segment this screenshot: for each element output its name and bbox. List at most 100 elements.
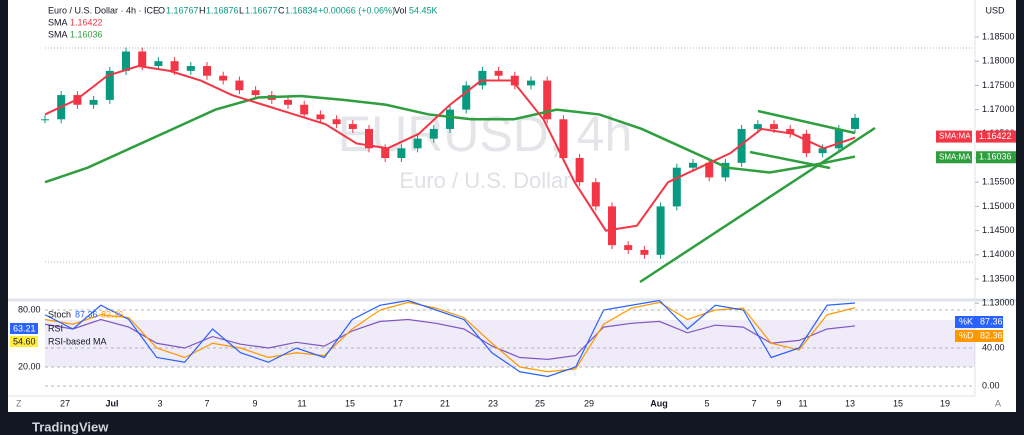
candle — [446, 109, 454, 129]
time-label: 27 — [60, 398, 70, 408]
price-badge-label: 1.16422 — [979, 131, 1012, 141]
candle — [219, 75, 228, 81]
time-label: 23 — [488, 398, 498, 408]
candle — [122, 51, 130, 71]
change: +0.00066 (+0.06%) — [318, 5, 395, 15]
candle — [462, 85, 471, 110]
trendline — [639, 126, 876, 284]
osc-tick-label: 0.00 — [982, 380, 1000, 390]
candle — [186, 66, 195, 71]
ma-value: 54.60 — [13, 336, 36, 346]
a-btn[interactable]: A — [995, 398, 1001, 408]
candle — [478, 70, 487, 86]
price-tick-label: 1.17500 — [982, 80, 1015, 90]
time-label: 13 — [845, 398, 855, 408]
time-label: 11 — [798, 398, 807, 408]
rsi-label: RSI — [48, 323, 63, 333]
time-label: 11 — [297, 398, 306, 408]
osc-tick-label: 20.00 — [18, 361, 41, 371]
time-label: 3 — [157, 398, 162, 408]
d-series — [44, 301, 856, 373]
d-badge-value: 82.36 — [980, 330, 1003, 340]
candle — [316, 114, 325, 120]
candle — [251, 90, 260, 96]
time-label: 9 — [776, 398, 781, 408]
low: 1.16677 — [245, 5, 278, 15]
time-label: Jul — [105, 398, 118, 408]
candle — [348, 124, 357, 129]
candle — [284, 99, 292, 105]
candle — [818, 148, 827, 154]
price-tick-label: 1.18000 — [982, 56, 1015, 66]
candle — [170, 61, 179, 71]
ma-badge — [10, 336, 38, 347]
candle — [154, 61, 163, 67]
candle — [802, 133, 811, 154]
time-label: 7 — [751, 398, 756, 408]
time-label: 7 — [204, 398, 209, 408]
volume: 54.45K — [409, 5, 438, 15]
d-badge-label: %D — [959, 330, 974, 340]
candle — [105, 70, 114, 100]
o-label: O — [158, 5, 165, 15]
sma-slow — [44, 94, 856, 184]
candle — [381, 148, 390, 158]
candle — [851, 117, 859, 129]
candle — [770, 124, 778, 129]
candle — [640, 249, 649, 255]
rsi-badge — [10, 323, 38, 334]
candle — [365, 128, 373, 149]
channel-top — [757, 109, 856, 135]
candle — [332, 119, 341, 125]
sma1-label: SMA — [48, 17, 68, 27]
k-badge-value: 87.36 — [980, 316, 1003, 326]
sma1: 1.16422 — [70, 17, 103, 27]
sma-badge-name: SMA:MA — [939, 132, 971, 141]
candle — [672, 167, 681, 207]
sma2: 1.16036 — [70, 29, 103, 39]
price-badge-label: 1.16036 — [979, 152, 1012, 162]
sma2-label: SMA — [48, 29, 68, 39]
time-label: 25 — [535, 398, 545, 408]
price-tick-label: 1.14000 — [982, 249, 1015, 259]
sma-badge — [936, 130, 972, 143]
candle — [413, 138, 422, 149]
candle — [689, 162, 697, 168]
candle — [138, 51, 147, 67]
candle — [527, 80, 535, 86]
k-series — [44, 299, 856, 378]
time-label: 15 — [893, 398, 903, 408]
candle — [656, 206, 665, 255]
z-btn[interactable]: Z — [16, 398, 22, 408]
osc-title: Stoch — [48, 309, 71, 319]
price-badge — [976, 151, 1016, 164]
price-tick-label: 1.15500 — [982, 177, 1015, 187]
l-label: L — [239, 5, 244, 15]
candle — [591, 182, 600, 207]
candle — [575, 158, 584, 183]
osc-legend: Stoch 87.36 82.36 63.21 RSI 54.60 RSI-ba… — [10, 309, 1003, 347]
osc-tick-label: 80.00 — [18, 304, 41, 314]
candle — [429, 128, 438, 139]
open: 1.16767 — [166, 5, 199, 15]
time-label: 19 — [940, 398, 950, 408]
symbol: Euro / U.S. Dollar · 4h · ICE — [48, 5, 159, 15]
time-label: 17 — [393, 398, 403, 408]
osc-tick-label: 40.00 — [982, 342, 1005, 352]
candle — [834, 128, 843, 149]
candle — [608, 206, 616, 246]
time-label: Aug — [650, 398, 668, 408]
d-badge — [955, 330, 1003, 342]
candle — [753, 124, 762, 129]
time-label: 15 — [345, 398, 355, 408]
price-tick-label: 1.17000 — [982, 104, 1015, 114]
k-badge-label: %K — [959, 316, 973, 326]
time-label: 21 — [440, 398, 450, 408]
marks — [41, 47, 975, 387]
price-tick-label: 1.13500 — [982, 273, 1015, 283]
brand: TradingView — [32, 419, 109, 434]
price-badge — [976, 130, 1016, 143]
candle — [559, 119, 568, 158]
candle — [721, 162, 730, 178]
